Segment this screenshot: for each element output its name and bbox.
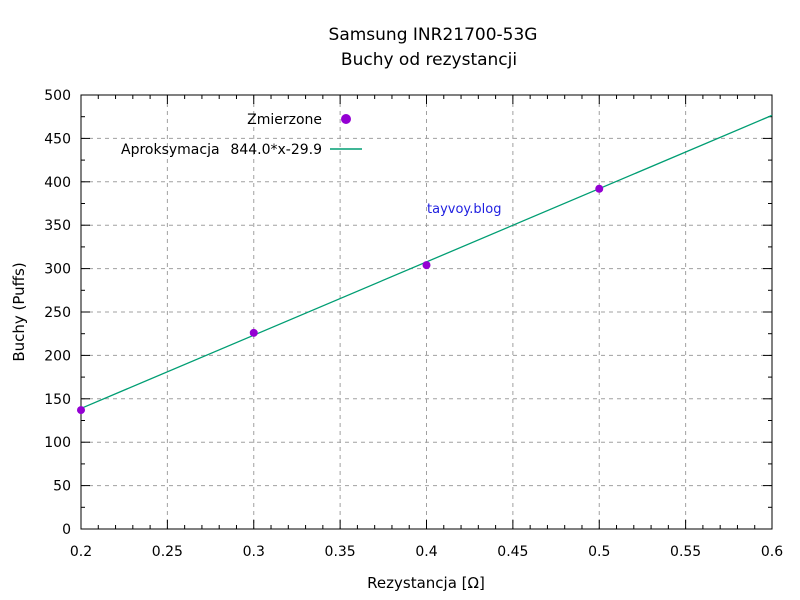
y-tick-label: 100 bbox=[44, 435, 71, 451]
x-tick-label: 0.3 bbox=[243, 544, 265, 560]
y-tick-label: 200 bbox=[44, 348, 71, 364]
series bbox=[77, 114, 773, 415]
y-tick-label: 150 bbox=[44, 392, 71, 408]
data-point bbox=[422, 261, 431, 270]
x-tick-label: 0.55 bbox=[670, 544, 701, 560]
y-tick-label: 350 bbox=[44, 218, 71, 234]
grid bbox=[81, 95, 772, 529]
legend-label-measured: Zmierzone bbox=[247, 112, 322, 128]
legend-marker-measured bbox=[341, 114, 351, 124]
chart-subtitle: Buchy od rezystancji bbox=[341, 50, 517, 70]
data-point bbox=[595, 184, 604, 193]
y-tick-label: 250 bbox=[44, 305, 71, 321]
y-axis-label: Buchy (Puffs) bbox=[10, 262, 28, 361]
x-tick-label: 0.6 bbox=[761, 544, 783, 560]
x-tick-label: 0.25 bbox=[152, 544, 183, 560]
x-tick-label: 0.35 bbox=[325, 544, 356, 560]
tick-labels: 0.2 0.25 0.3 0.35 0.4 0.45 0.5 0.55 0.6 0 50 100 150… bbox=[44, 88, 783, 560]
x-axis-label: Rezystancja [Ω] bbox=[367, 574, 485, 592]
annotation-text: tayvoy.blog bbox=[427, 202, 501, 217]
y-tick-label: 500 bbox=[44, 88, 71, 104]
x-tick-label: 0.2 bbox=[70, 544, 92, 560]
data-point bbox=[249, 328, 258, 337]
y-tick-label: 300 bbox=[44, 262, 71, 278]
x-tick-label: 0.4 bbox=[415, 544, 437, 560]
data-point bbox=[77, 406, 85, 415]
plot-frame bbox=[80, 94, 773, 530]
x-tick-label: 0.5 bbox=[588, 544, 610, 560]
y-tick-label: 50 bbox=[53, 479, 71, 495]
legend-formula-fit: 844.0*x-29.9 bbox=[230, 142, 322, 158]
legend: Zmierzone Aproksymacja 844.0*x-29.9 bbox=[121, 112, 362, 158]
y-tick-label: 450 bbox=[44, 131, 71, 147]
y-tick-label: 0 bbox=[62, 522, 71, 538]
y-tick-label: 400 bbox=[44, 175, 71, 191]
chart-title: Samsung INR21700-53G bbox=[329, 25, 538, 45]
x-tick-label: 0.45 bbox=[497, 544, 528, 560]
legend-label-fit: Aproksymacja bbox=[121, 142, 220, 158]
